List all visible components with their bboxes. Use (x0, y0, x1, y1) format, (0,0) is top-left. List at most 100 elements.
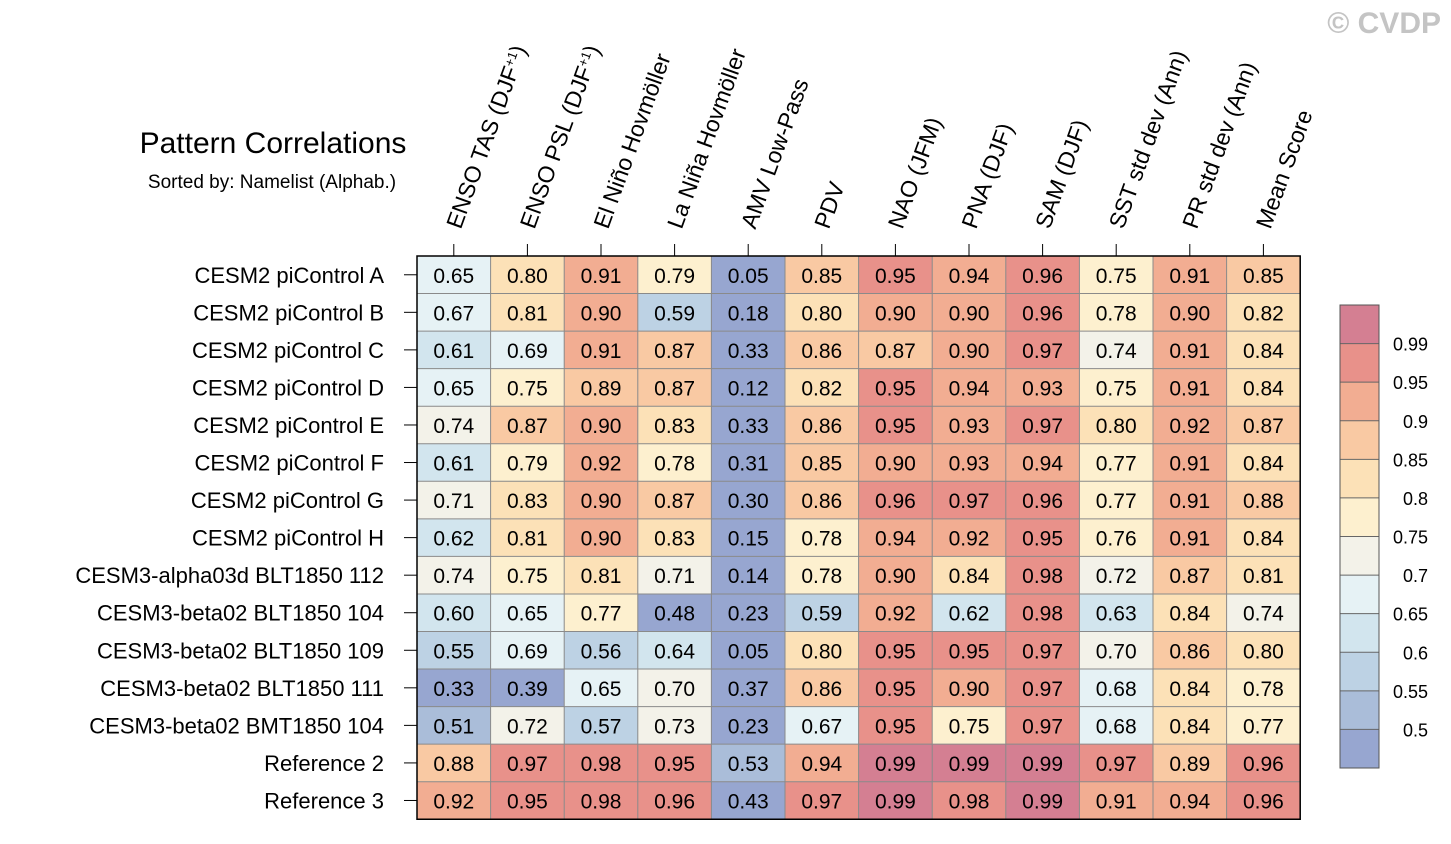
cell-value: 0.96 (654, 790, 695, 813)
row-label: CESM2 piControl G (191, 488, 384, 513)
heatmap-cell (637, 593, 712, 632)
cell-value: 0.69 (507, 340, 548, 363)
cell-value: 0.79 (507, 453, 548, 476)
heatmap-cell (711, 744, 785, 782)
heatmap-cell (858, 406, 933, 444)
cell-value: 0.61 (433, 453, 474, 476)
heatmap-cell (564, 481, 638, 519)
cell-value: 0.96 (1022, 265, 1063, 288)
heatmap-cell (1153, 518, 1227, 557)
column-label: PNA (DJF) (956, 120, 1018, 232)
heatmap-cell (490, 631, 565, 670)
heatmap-cell (785, 481, 859, 519)
heatmap-cell (1005, 631, 1080, 670)
heatmap-cell (417, 744, 491, 782)
cell-value: 0.89 (1169, 753, 1210, 776)
cell-value: 0.93 (949, 415, 990, 438)
row-label: CESM2 piControl B (193, 300, 384, 325)
cell-value: 0.87 (654, 340, 695, 363)
cell-value: 0.87 (507, 415, 548, 438)
heatmap-cell (637, 556, 712, 594)
cell-value: 0.99 (949, 753, 990, 776)
heatmap-cell (1079, 331, 1153, 369)
heatmap-cell (1079, 669, 1153, 707)
heatmap-cell (490, 256, 565, 294)
heatmap-cell (1005, 443, 1080, 482)
row-label: CESM3-beta02 BLT1850 109 (97, 638, 384, 663)
heatmap-cell (1153, 556, 1227, 594)
cell-value: 0.23 (728, 603, 769, 626)
cell-value: 0.05 (728, 265, 769, 288)
heatmap-cell (490, 406, 565, 444)
heatmap-cell (858, 706, 933, 745)
heatmap-cell (490, 518, 565, 557)
cell-value: 0.92 (949, 528, 990, 551)
column-label: ENSO PSL (DJF+1) (515, 42, 605, 232)
cell-value: 0.56 (581, 640, 622, 663)
heatmap-cell (417, 406, 491, 444)
cell-value: 0.91 (1169, 340, 1210, 363)
heatmap-cell (858, 744, 933, 782)
cell-value: 0.84 (1243, 453, 1284, 476)
heatmap-cell (858, 518, 933, 557)
cell-value: 0.96 (1243, 790, 1284, 813)
heatmap-cell (564, 368, 638, 407)
heatmap-cell (637, 368, 712, 407)
cell-value: 0.90 (949, 340, 990, 363)
cell-value: 0.87 (654, 377, 695, 400)
colorbar-label: 0.8 (1403, 489, 1428, 509)
heatmap-cell (490, 481, 565, 519)
cell-value: 0.97 (801, 790, 842, 813)
cell-value: 0.39 (507, 678, 548, 701)
cell-value: 0.73 (654, 715, 695, 738)
row-label: CESM3-beta02 BMT1850 104 (89, 713, 384, 738)
cell-value: 0.97 (1022, 640, 1063, 663)
column-labels: ENSO TAS (DJF+1)ENSO PSL (DJF+1)El Niño … (441, 42, 1318, 256)
cell-value: 0.94 (1022, 453, 1063, 476)
heatmap-cell (1153, 706, 1227, 745)
heatmap-cell (1005, 256, 1080, 294)
cell-value: 0.98 (1022, 565, 1063, 588)
heatmap-cell (1005, 406, 1080, 444)
heatmap-cell (490, 331, 565, 369)
cell-value: 0.94 (801, 753, 842, 776)
cell-value: 0.71 (433, 490, 474, 513)
cell-value: 0.86 (801, 340, 842, 363)
cell-value: 0.76 (1096, 528, 1137, 551)
cell-value: 0.80 (801, 640, 842, 663)
cell-value: 0.84 (1243, 340, 1284, 363)
heatmap-cell (564, 293, 638, 332)
cell-value: 0.90 (949, 302, 990, 325)
cell-value: 0.51 (433, 715, 474, 738)
cell-value: 0.43 (728, 790, 769, 813)
heatmap-cells (417, 256, 1301, 820)
cell-value: 0.82 (801, 377, 842, 400)
heatmap-cell (785, 331, 859, 369)
heatmap-cell (637, 744, 712, 782)
heatmap-cell (932, 744, 1006, 782)
cell-value: 0.05 (728, 640, 769, 663)
heatmap-cell (1153, 368, 1227, 407)
heatmap-cell (932, 593, 1006, 632)
colorbar-label: 0.5 (1403, 720, 1428, 740)
heatmap-cell (1226, 556, 1301, 594)
heatmap-cell (858, 556, 933, 594)
heatmap-cell (637, 406, 712, 444)
heatmap-cell (711, 706, 785, 745)
heatmap-cell (785, 368, 859, 407)
heatmap-cell (785, 556, 859, 594)
heatmap-cell (711, 406, 785, 444)
heatmap-cell (1005, 518, 1080, 557)
heatmap-cell (711, 593, 785, 632)
heatmap-cell (564, 593, 638, 632)
heatmap-cell (785, 781, 859, 820)
heatmap-cell (1153, 406, 1227, 444)
colorbar-border (1339, 304, 1380, 769)
heatmap-cell (785, 706, 859, 745)
heatmap-cell (1226, 406, 1301, 444)
heatmap-cell (785, 669, 859, 707)
heatmap-cell (1005, 781, 1080, 820)
cell-value: 0.84 (949, 565, 990, 588)
cell-value: 0.91 (1169, 453, 1210, 476)
heatmap-cell (932, 481, 1006, 519)
